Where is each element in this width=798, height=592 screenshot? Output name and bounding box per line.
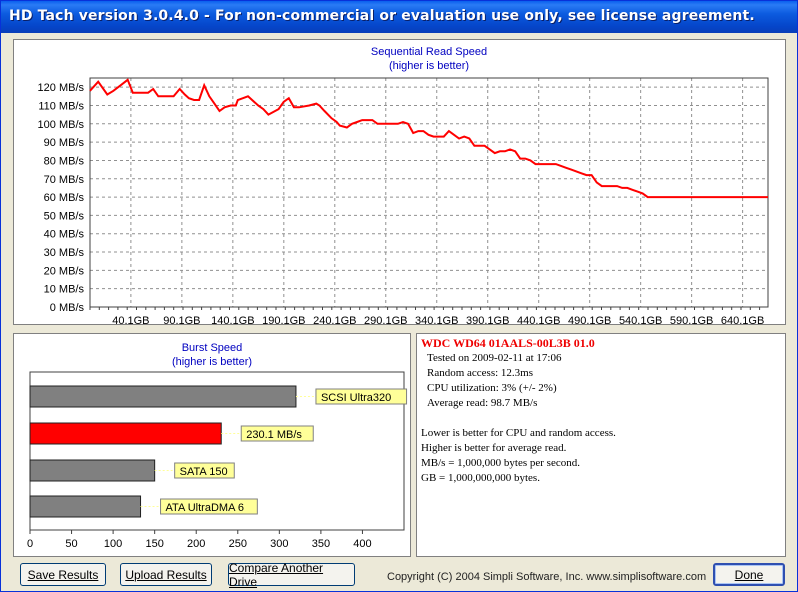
title-bar[interactable]: HD Tach version 3.0.4.0 - For non-commer… (1, 1, 797, 33)
x-tick-label: 640.1GB (721, 315, 764, 324)
y-tick-label: 10 MB/s (44, 284, 85, 296)
burst-x-tick-label: 350 (312, 538, 330, 550)
upload-results-label: Upload Results (125, 567, 207, 582)
test-date: Tested on 2009-02-11 at 17:06 (427, 352, 562, 364)
burst-title: Burst Speed (182, 342, 243, 354)
burst-bar-label: SCSI Ultra320 (321, 392, 391, 404)
compare-drive-label: Compare Another Drive (229, 560, 324, 589)
burst-label-box (240, 425, 314, 442)
save-results-button[interactable]: Save Results (20, 563, 106, 586)
x-tick-label: 490.1GB (568, 315, 611, 324)
burst-label-box (160, 498, 258, 515)
note-mbs: MB/s = 1,000,000 bytes per second. (421, 457, 580, 469)
drive-info-panel: WDC WD64 01AALS-00L3B 01.0 Tested on 200… (416, 333, 786, 557)
x-tick-label: 340.1GB (415, 315, 458, 324)
burst-x-tick-label: 250 (229, 538, 247, 550)
sequential-read-panel: Sequential Read Speed (higher is better) 0… (13, 39, 786, 327)
x-tick-label: 390.1GB (466, 315, 509, 324)
y-tick-label: 60 MB/s (44, 192, 85, 204)
burst-bar (29, 422, 222, 445)
chart-subtitle: (higher is better) (389, 60, 469, 72)
x-tick-label: 290.1GB (364, 315, 407, 324)
note-gb: GB = 1,000,000,000 bytes. (421, 472, 540, 484)
note-cpu: Lower is better for CPU and random acces… (421, 427, 616, 439)
x-tick-label: 540.1GB (619, 315, 662, 324)
burst-x-tick-label: 150 (145, 538, 163, 550)
burst-bar (29, 385, 297, 408)
plot-frame (89, 77, 769, 308)
burst-x-tick-label: 50 (65, 538, 77, 550)
burst-bar-label: SATA 150 (180, 466, 228, 478)
burst-x-tick-label: 0 (27, 538, 33, 550)
done-button[interactable]: Done (713, 563, 785, 586)
x-tick-label: 240.1GB (313, 315, 356, 324)
sequential-read-chart: Sequential Read Speed (higher is better) 0… (38, 46, 769, 327)
y-tick-label: 20 MB/s (44, 265, 85, 277)
burst-bar (29, 459, 156, 482)
y-tick-label: 40 MB/s (44, 229, 85, 241)
y-tick-label: 50 MB/s (44, 210, 85, 222)
read-speed-line (89, 78, 768, 199)
upload-results-button[interactable]: Upload Results (120, 563, 212, 586)
x-tick-label: 140.1GB (211, 315, 254, 324)
y-tick-label: 90 MB/s (44, 137, 85, 149)
burst-bar (29, 495, 142, 518)
x-tick-label: 190.1GB (262, 315, 305, 324)
y-tick-label: 120 MB/s (38, 82, 85, 94)
burst-x-tick-label: 200 (187, 538, 205, 550)
drive-name: WDC WD64 01AALS-00L3B 01.0 (421, 336, 595, 350)
burst-label-box (315, 388, 408, 405)
note-read: Higher is better for average read. (421, 442, 567, 454)
y-tick-label: 30 MB/s (44, 247, 85, 259)
burst-x-tick-label: 300 (270, 538, 288, 550)
burst-bar-label: ATA UltraDMA 6 (166, 502, 244, 514)
x-tick-label: 90.1GB (163, 315, 200, 324)
y-tick-label: 0 MB/s (50, 302, 85, 314)
random-access: Random access: 12.3ms (427, 367, 534, 379)
save-results-label: Save Results (27, 567, 99, 582)
y-tick-label: 100 MB/s (38, 119, 85, 131)
compare-drive-button[interactable]: Compare Another Drive (228, 560, 355, 589)
x-tick-label: 440.1GB (517, 315, 560, 324)
x-tick-label: 590.1GB (670, 315, 713, 324)
window-title: HD Tach version 3.0.4.0 - For non-commer… (9, 8, 755, 24)
burst-subtitle: (higher is better) (172, 356, 252, 368)
chart-title: Sequential Read Speed (371, 46, 487, 58)
burst-label-box (174, 462, 235, 479)
average-read: Average read: 98.7 MB/s (427, 397, 538, 409)
y-tick-label: 110 MB/s (38, 100, 84, 112)
burst-x-tick-label: 400 (353, 538, 371, 550)
burst-speed-panel: Burst Speed (higher is better) 0 50 100 150 20… (13, 333, 411, 557)
burst-speed-chart: Burst Speed (higher is better) 0 50 100 150 20… (27, 342, 408, 550)
burst-x-tick-label: 100 (104, 538, 122, 550)
copyright-text: Copyright (C) 2004 Simpli Software, Inc.… (387, 571, 707, 583)
y-tick-label: 80 MB/s (44, 155, 85, 167)
done-label: Done (734, 567, 764, 582)
cpu-utilization: CPU utilization: 3% (+/- 2%) (427, 382, 557, 394)
x-tick-label: 40.1GB (112, 315, 149, 324)
burst-bar-label: 230.1 MB/s (246, 429, 302, 441)
y-tick-label: 70 MB/s (44, 174, 85, 186)
